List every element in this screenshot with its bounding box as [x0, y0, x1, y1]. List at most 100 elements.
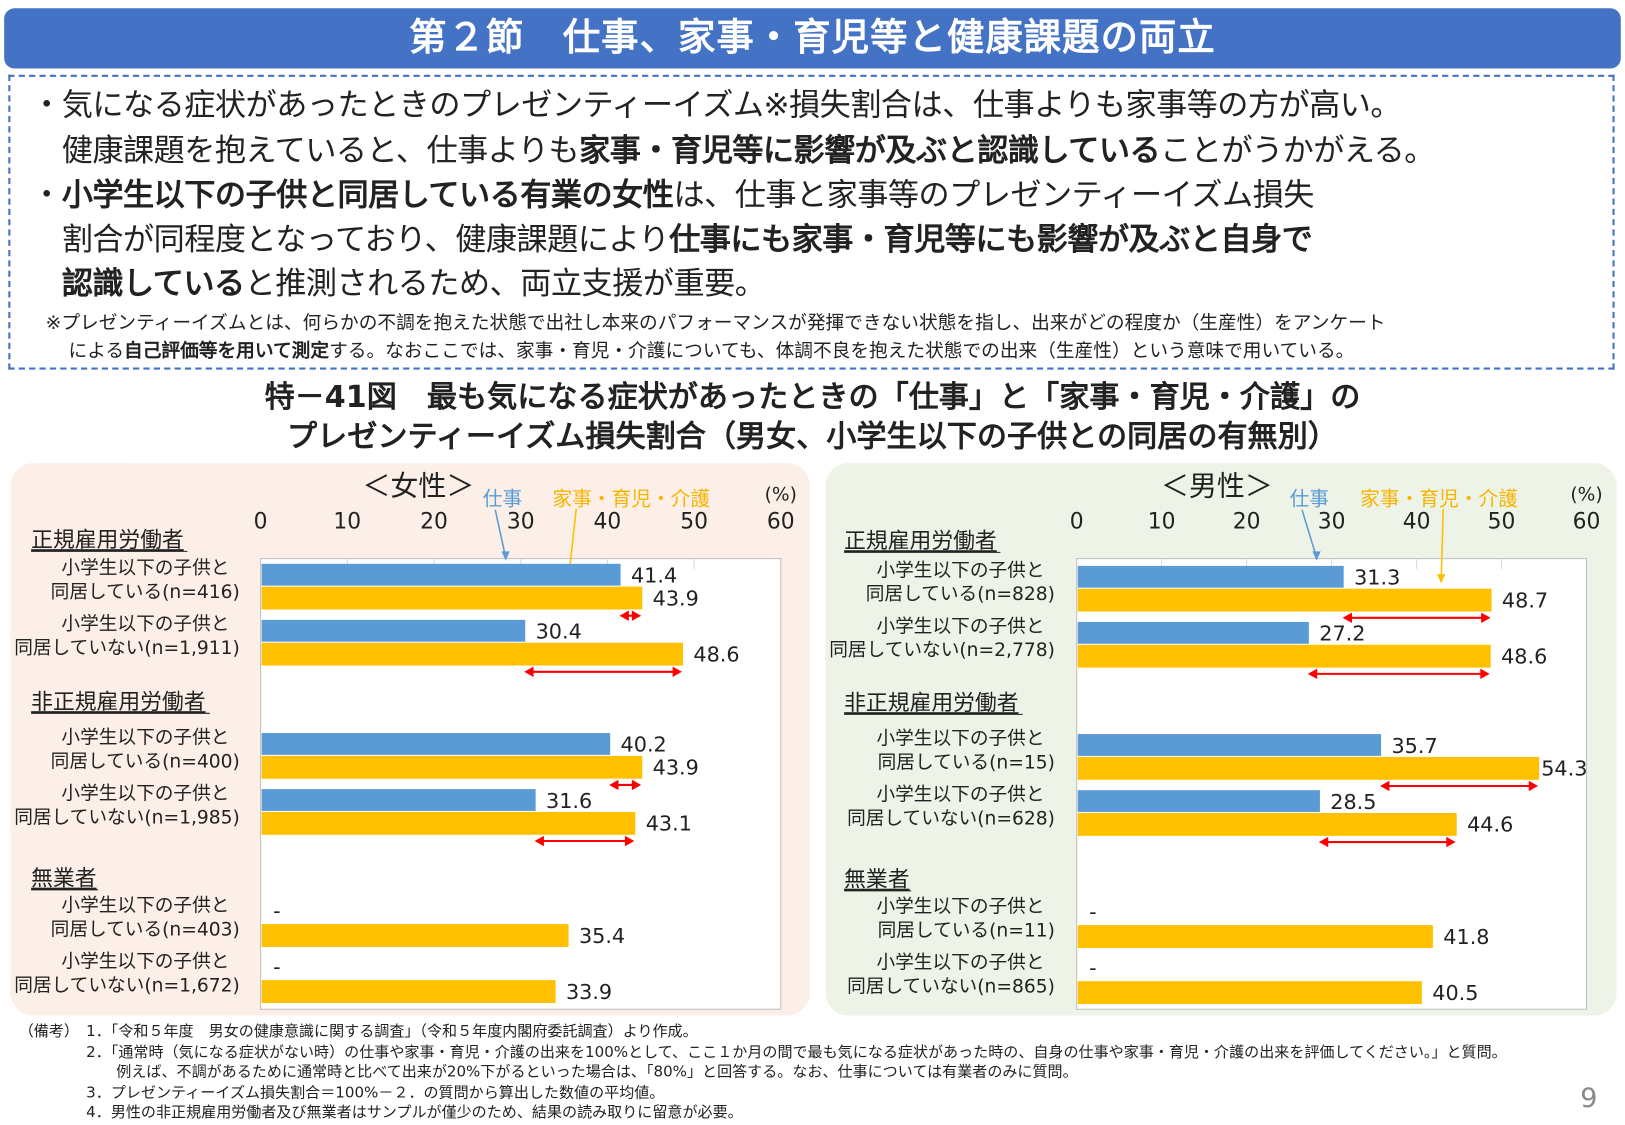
value-label-work: 35.7 — [1391, 734, 1437, 758]
x-tick-label: 40 — [1403, 509, 1431, 534]
x-tick-label: 20 — [1233, 509, 1261, 534]
value-label-work: - — [273, 955, 281, 979]
x-tick-label: 10 — [1148, 509, 1176, 534]
value-label-work: 31.6 — [546, 789, 592, 813]
arrowhead-icon — [501, 551, 510, 561]
text-segment: 割合が同程度となっており、健康課題により — [31, 222, 670, 259]
chart-panel-title: ＜女性＞ — [362, 469, 474, 502]
x-tick-label: 20 — [420, 509, 448, 534]
x-tick-label: 10 — [333, 509, 361, 534]
x-tick-label: 0 — [1070, 509, 1084, 534]
row-label-line1: 小学生以下の子供と — [876, 728, 1044, 749]
emphasis-text: 仕事にも家事・育児等にも影響が及ぶと自身で — [669, 222, 1313, 259]
row-label-line1: 小学生以下の子供と — [876, 897, 1044, 918]
x-tick-label: 50 — [680, 509, 708, 534]
arrowhead-icon — [1312, 551, 1321, 561]
x-tick-label: 30 — [507, 509, 535, 534]
footnote-line: 4．男性の非正規雇用労働者及び無業者はサンプルが僅少のため、結果の読み取りに留意… — [86, 1104, 743, 1122]
arrowhead-left-icon — [609, 779, 619, 791]
bar-work — [1077, 734, 1382, 756]
bar-home — [1077, 981, 1422, 1005]
value-label-home: 33.9 — [566, 980, 612, 1004]
row-label-line2: 同居している(n=15) — [878, 752, 1055, 773]
legend-home-pointer — [1440, 508, 1445, 581]
value-label-home: 54.3 — [1541, 757, 1587, 781]
legend-home: 家事・育児・介護 — [1360, 488, 1518, 511]
legend-work: 仕事 — [483, 488, 522, 511]
bar-work — [1077, 790, 1320, 812]
bar-home — [261, 811, 636, 835]
footnote-line: 例えば、不調があるために通常時と比べて出来が20%下がるといった場合は、「80%… — [86, 1064, 1078, 1081]
footnote-line: 2．「通常時（気になる症状がない時）の仕事や家事・育児・介護の出来を100%とし… — [86, 1044, 1507, 1061]
group-label: 非正規雇用労働者 — [844, 691, 1018, 716]
x-tick-label: 50 — [1488, 509, 1516, 534]
row-label-line2: 同居していない(n=865) — [847, 977, 1055, 998]
row-label-line1: 小学生以下の子供と — [61, 558, 229, 579]
text-segment: による — [68, 340, 125, 363]
chart-title-line2: プレゼンティーイズム損失割合（男女、小学生以下の子供との同居の有無別） — [287, 418, 1338, 454]
arrowhead-right-icon — [1480, 668, 1490, 680]
value-label-home: 43.1 — [646, 812, 692, 836]
value-label-work: 28.5 — [1330, 790, 1376, 814]
value-label-home: 44.6 — [1467, 813, 1513, 837]
row-label-line2: 同居していない(n=628) — [847, 808, 1055, 829]
summary-line: ・小学生以下の子供と同居している有業の女性は、仕事と家事等のプレゼンティーイズム… — [31, 175, 1314, 217]
x-tick-label: 30 — [1318, 509, 1346, 534]
footnote-prefix: （備考） — [18, 1023, 79, 1041]
bar-work — [1077, 565, 1344, 588]
unit-label: (%) — [1570, 484, 1602, 505]
value-label-home: 48.6 — [1501, 644, 1547, 668]
row-label-line2: 同居していない(n=1,672) — [14, 976, 240, 997]
bar-home — [261, 642, 684, 666]
text-segment: 健康課題を抱えていると、仕事よりも — [31, 132, 580, 170]
bar-work — [261, 789, 536, 811]
bar-home — [1077, 644, 1491, 668]
row-label-line2: 同居していない(n=2,778) — [829, 640, 1055, 661]
arrowhead-right-icon — [1481, 612, 1491, 623]
value-label-work: - — [1089, 900, 1097, 924]
value-label-work: 41.4 — [631, 563, 677, 587]
legend-work-pointer — [1301, 509, 1318, 558]
x-tick-label: 60 — [1573, 509, 1601, 534]
arrowhead-left-icon — [1318, 836, 1329, 848]
value-label-home: 43.9 — [653, 756, 699, 780]
row-label-line1: 小学生以下の子供と — [61, 783, 229, 804]
row-label-line1: 小学生以下の子供と — [61, 727, 229, 748]
chart-panel-title: ＜男性＞ — [1161, 469, 1273, 502]
group-label: 無業者 — [31, 867, 96, 892]
text-segment: ・ — [31, 177, 62, 214]
x-tick-label: 40 — [594, 509, 622, 534]
row-label-line2: 同居している(n=828) — [866, 584, 1055, 605]
value-label-work: - — [273, 899, 281, 923]
row-label-line2: 同居している(n=11) — [878, 921, 1055, 942]
bar-home — [1077, 588, 1492, 612]
arrowhead-right-icon — [624, 835, 635, 847]
bar-work — [261, 619, 526, 642]
summary-line: 健康課題を抱えていると、仕事よりも家事・育児等に影響が及ぶと認識していることがう… — [31, 131, 1436, 173]
arrowhead-right-icon — [1446, 836, 1456, 848]
legend-work: 仕事 — [1290, 488, 1329, 511]
legend-home: 家事・育児・介護 — [552, 488, 710, 511]
text-segment: する。なおここでは、家事・育児・介護についても、体調不良を抱えた状態での出来（生… — [329, 340, 1355, 363]
value-label-home: 35.4 — [579, 924, 625, 948]
group-label: 正規雇用労働者 — [31, 528, 184, 553]
summary-line: 割合が同程度となっており、健康課題により仕事にも家事・育児等にも影響が及ぶと自身… — [31, 220, 1313, 262]
summary-line: 認識していると推測されるため、両立支援が重要。 — [31, 264, 766, 306]
summary-line: ・気になる症状があったときのプレゼンティーイズム※損失割合は、仕事よりも家事等の… — [31, 85, 1401, 127]
arrowhead-right-icon — [672, 666, 682, 677]
arrowhead-left-icon — [534, 835, 544, 847]
group-label: 非正規雇用労働者 — [31, 690, 205, 715]
arrowhead-left-icon — [1342, 612, 1353, 623]
row-label-line2: 同居していない(n=1,985) — [14, 807, 240, 828]
arrowhead-right-icon — [1528, 780, 1539, 792]
x-tick-label: 60 — [767, 509, 795, 534]
row-label-line1: 小学生以下の子供と — [876, 953, 1044, 974]
row-label-line1: 小学生以下の子供と — [61, 952, 229, 973]
value-label-work: 31.3 — [1354, 566, 1400, 590]
arrowhead-left-icon — [1307, 668, 1318, 680]
arrowhead-icon — [1437, 574, 1446, 584]
bar-home — [261, 586, 643, 610]
value-label-work: - — [1089, 956, 1097, 980]
bar-work — [261, 563, 621, 586]
